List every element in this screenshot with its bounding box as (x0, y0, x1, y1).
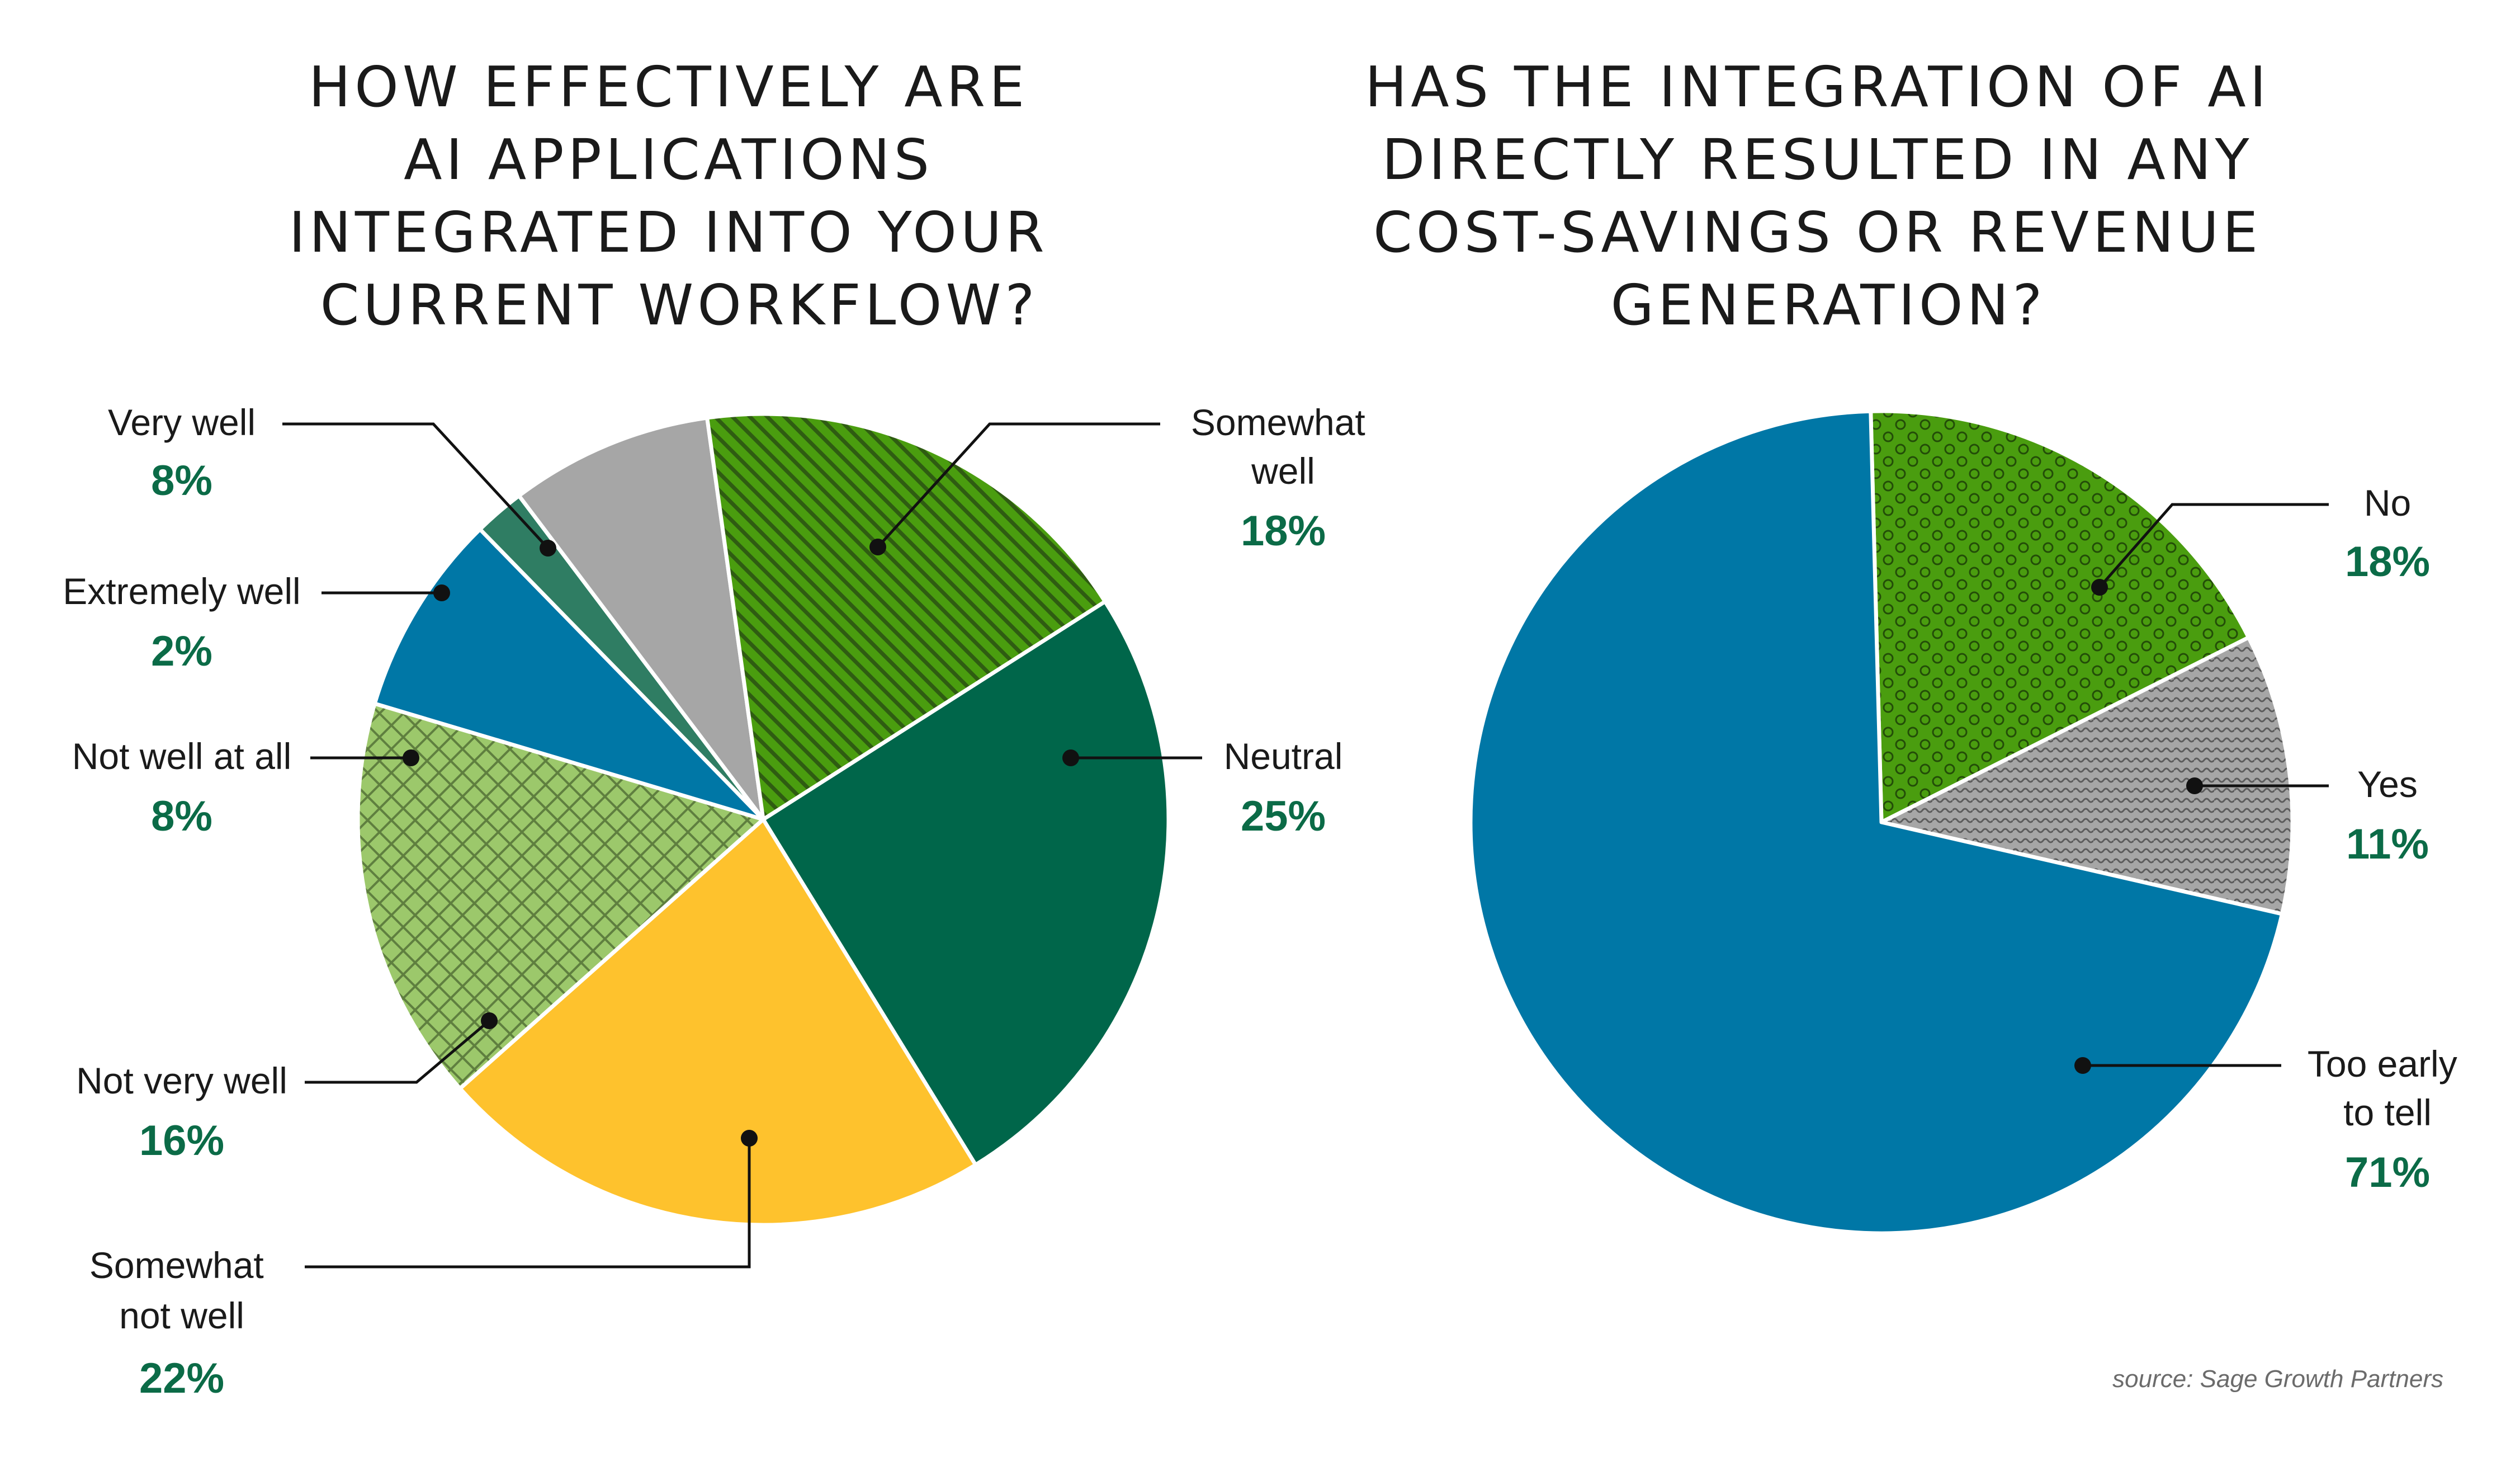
label-somewhat-well-line-2: well (1251, 450, 1315, 492)
chart1-title-line-3: INTEGRATED INTO YOUR (289, 200, 1048, 265)
label-not-well-at-all: Not well at all (72, 735, 292, 777)
pie-slice-somewhat-not-well (458, 817, 978, 1227)
pct-somewhat-well: 18% (1241, 507, 1326, 555)
pct-not-well-at-all: 8% (151, 793, 212, 840)
label-neutral: Neutral (1224, 735, 1343, 777)
pct-somewhat-not-well: 22% (139, 1355, 224, 1402)
chart1-title-line-1: HOW EFFECTIVELY ARE (309, 54, 1028, 120)
leader-dot-too-early (2074, 1057, 2091, 1074)
leader-dot-extremely-well (433, 584, 450, 601)
label-somewhat-well-line-1: Somewhat (1191, 402, 1365, 443)
chart1-labels: Very well 8% Extremely well 2% Not well … (63, 402, 1375, 1402)
chart2-title-line-2: DIRECTLY RESULTED IN ANY (1382, 127, 2253, 192)
leader-no (2098, 503, 2329, 588)
label-yes: Yes (2357, 763, 2418, 805)
label-somewhat-not-well-line-1: Somewhat (89, 1244, 264, 1286)
pie-slice-very-well (517, 416, 765, 822)
leader-dot-somewhat-not-well (741, 1130, 758, 1147)
source-note: source: Sage Growth Partners (2112, 1365, 2443, 1393)
leader-dot-somewhat-well (869, 539, 886, 555)
pct-not-very-well: 16% (139, 1117, 224, 1164)
label-extremely-well: Extremely well (63, 570, 300, 612)
leader-dot-not-very-well (481, 1012, 498, 1029)
label-no: No (2364, 482, 2411, 524)
chart1-title-line-4: CURRENT WORKFLOW? (320, 272, 1039, 338)
label-not-very-well: Not very well (76, 1060, 287, 1101)
pie-chart-effectiveness (356, 412, 1171, 1227)
pie-chart-cost-savings (1468, 409, 2295, 1236)
leader-dot-neutral (1062, 749, 1079, 766)
label-somewhat-not-well-line-2: not well (119, 1295, 244, 1336)
chart2-title-line-3: COST-SAVINGS OR REVENUE (1373, 200, 2262, 265)
leader-dot-yes (2186, 777, 2203, 794)
label-very-well: Very well (108, 402, 256, 443)
pie-slice-not-well-at-all (372, 527, 765, 822)
chart2-labels: No 18% Yes 11% Too early to tell 71% (2308, 482, 2467, 1196)
pct-extremely-well: 2% (151, 628, 212, 675)
chart2-title-line-1: HAS THE INTEGRATION OF AI (1365, 54, 2270, 120)
pie-slice-too-early (1468, 409, 2284, 1236)
chart1-title-line-2: AI APPLICATIONS (404, 127, 933, 192)
pct-no: 18% (2345, 538, 2430, 586)
pie-slice-not-very-well (356, 701, 765, 1091)
pie-slice-no (1869, 409, 2251, 824)
leader-lines (282, 422, 2329, 1269)
leader-somewhat-not-well (305, 1138, 751, 1269)
label-too-early-line-2: to tell (2343, 1092, 2432, 1133)
pct-too-early: 71% (2345, 1149, 2430, 1196)
label-somewhat-well: Somewhat well (1191, 402, 1375, 492)
pct-very-well: 8% (151, 457, 212, 504)
leader-dot-not-well-at-all (403, 749, 419, 766)
leader-dot-very-well (540, 540, 556, 557)
leader-somewhat-well (877, 422, 1160, 548)
label-too-early: Too early to tell (2308, 1043, 2467, 1133)
pct-yes: 11% (2346, 821, 2429, 868)
label-too-early-line-1: Too early (2308, 1043, 2457, 1085)
pie-slice-somewhat-well (705, 412, 1107, 822)
pie-slice-neutral (761, 599, 1171, 1167)
leader-very-well (282, 422, 549, 549)
leader-dot-no (2091, 579, 2108, 596)
pct-neutral: 25% (1241, 793, 1326, 840)
label-somewhat-not-well: Somewhat not well (89, 1244, 274, 1336)
chart2-title: HAS THE INTEGRATION OF AI DIRECTLY RESUL… (1365, 54, 2292, 338)
leader-not-very-well (305, 1020, 490, 1084)
chart2-title-line-4: GENERATION? (1611, 272, 2046, 338)
chart1-title: HOW EFFECTIVELY ARE AI APPLICATIONS INTE… (289, 54, 1070, 338)
